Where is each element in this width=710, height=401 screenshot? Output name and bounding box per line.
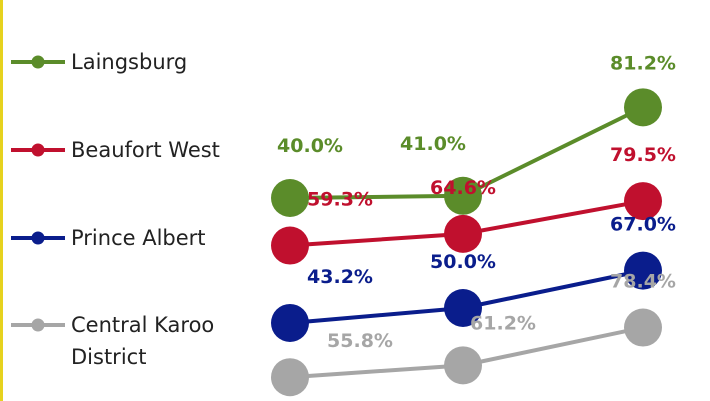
- data-point: [444, 346, 482, 385]
- data-label: 40.0%: [277, 135, 343, 157]
- data-point: [444, 176, 482, 215]
- data-point: [624, 251, 662, 290]
- data-point: [271, 358, 309, 397]
- data-point: [271, 226, 309, 265]
- data-label: 61.2%: [470, 312, 536, 334]
- data-label: 67.0%: [610, 214, 676, 236]
- legend-marker: [31, 55, 45, 69]
- data-point: [624, 88, 662, 127]
- data-label: 50.0%: [430, 251, 496, 273]
- data-label: 64.6%: [430, 177, 496, 199]
- data-point: [624, 308, 662, 347]
- legend-marker: [31, 143, 45, 157]
- chart: 40.0% 41.0% 81.2% 59.3% 64.6% 79.5% 43.2% 50.0%…: [11, 52, 676, 397]
- data-label: 81.2%: [610, 52, 676, 74]
- legend-marker: [31, 231, 45, 245]
- data-point: [444, 289, 482, 327]
- data-point: [271, 303, 309, 342]
- data-label: 59.3%: [307, 189, 373, 211]
- data-label: 78.4%: [610, 271, 676, 293]
- data-label: 43.2%: [307, 266, 373, 288]
- data-label: 55.8%: [327, 330, 393, 352]
- legend-marker: [31, 318, 45, 332]
- legend-label: Central Karoo District: [71, 313, 215, 369]
- legend-label: Beaufort West: [71, 138, 220, 162]
- data-point: [444, 214, 482, 253]
- legend-label: Prince Albert: [71, 226, 206, 250]
- data-label: 41.0%: [400, 133, 466, 155]
- data-label: 79.5%: [610, 144, 676, 166]
- legend-label: Laingsburg: [71, 50, 188, 74]
- data-point: [624, 182, 662, 221]
- data-point: [271, 179, 309, 217]
